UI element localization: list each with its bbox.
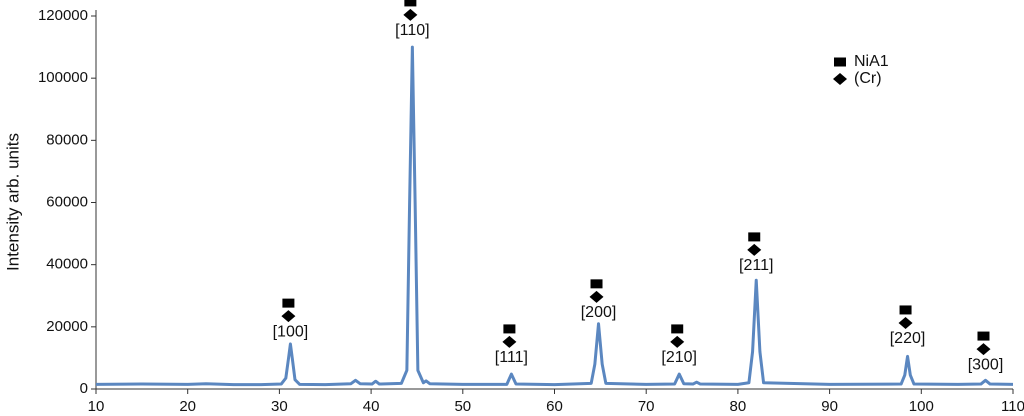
x-tick-label: 100 — [909, 398, 934, 415]
x-tick-label: 40 — [363, 398, 380, 415]
legend-label: (Cr) — [854, 70, 882, 87]
diamond-marker — [747, 243, 762, 256]
peak-annotation: [211] — [739, 232, 773, 274]
square-marker — [590, 279, 603, 289]
peak-annotation: [300] — [968, 331, 1004, 373]
square-marker — [282, 298, 295, 308]
square-marker — [671, 324, 684, 334]
legend-entry: (Cr) — [833, 70, 882, 87]
peak-label: [300] — [968, 356, 1004, 373]
x-tick-label: 80 — [730, 398, 747, 415]
peak-annotation: [100] — [273, 298, 309, 340]
x-tick-label: 50 — [454, 398, 471, 415]
peak-label: [220] — [890, 330, 926, 347]
peak-annotation: [110] — [395, 0, 430, 39]
x-tick-label: 60 — [546, 398, 563, 415]
peak-annotation: [111] — [495, 324, 528, 366]
diamond-marker — [976, 343, 991, 356]
y-axis-label: Intensity arb. units — [3, 133, 22, 271]
square-marker — [748, 232, 761, 242]
diamond-marker — [833, 73, 847, 85]
peak-annotation: [210] — [661, 324, 697, 366]
y-tick-label: 100000 — [38, 69, 88, 86]
diamond-marker — [281, 310, 296, 323]
x-tick-label: 70 — [638, 398, 655, 415]
legend-label: NiA1 — [854, 53, 889, 70]
x-tick-label: 90 — [821, 398, 838, 415]
square-marker — [977, 331, 990, 341]
y-tick-label: 120000 — [38, 7, 88, 24]
diamond-marker — [502, 335, 517, 348]
square-marker — [503, 324, 516, 334]
peak-annotation: [220] — [890, 305, 926, 347]
legend-entry: NiA1 — [834, 53, 889, 70]
peak-label: [111] — [495, 349, 528, 366]
square-marker — [899, 305, 912, 315]
diamond-marker — [403, 8, 418, 21]
square-marker — [404, 0, 417, 7]
y-tick-label: 20000 — [46, 318, 88, 335]
diamond-marker — [589, 290, 604, 303]
peak-label: [110] — [395, 22, 429, 39]
diamond-marker — [670, 335, 685, 348]
spectrum-line — [95, 45, 1014, 387]
y-tick-label: 40000 — [46, 256, 88, 273]
y-tick-label: 0 — [80, 380, 88, 397]
x-tick-label: 20 — [179, 398, 196, 415]
peak-label: [100] — [273, 323, 309, 340]
diamond-marker — [898, 316, 913, 329]
peak-label: [211] — [739, 257, 773, 274]
x-tick-label: 10 — [88, 398, 105, 415]
square-marker — [834, 57, 846, 67]
y-tick-label: 60000 — [46, 193, 88, 210]
peak-label: [210] — [661, 349, 697, 366]
y-tick-label: 80000 — [46, 131, 88, 148]
x-tick-label: 30 — [271, 398, 288, 415]
peak-annotation: [200] — [581, 279, 617, 321]
peak-label: [200] — [581, 304, 617, 321]
x-tick-label: 110 — [1001, 398, 1024, 415]
